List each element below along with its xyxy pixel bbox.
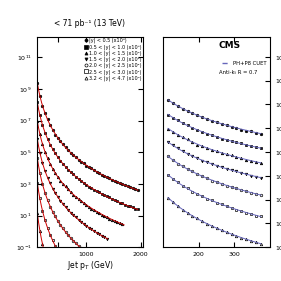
Text: CMS: CMS [219,41,241,50]
Text: < 71 pb⁻¹ (13 TeV): < 71 pb⁻¹ (13 TeV) [55,19,125,28]
X-axis label: Jet p$_T$ (GeV): Jet p$_T$ (GeV) [67,259,113,271]
Legend: |y| < 0.5 (x10⁶), 0.5 < |y| < 1.0 (x10⁵), 1.0 < |y| < 1.5 (x10⁴), 1.5 < |y| < 2.: |y| < 0.5 (x10⁶), 0.5 < |y| < 1.0 (x10⁵)… [85,37,142,81]
Text: Anti-kₜ R = 0.7: Anti-kₜ R = 0.7 [219,70,257,75]
Legend: PH+P8 CUET: PH+P8 CUET [220,59,269,68]
